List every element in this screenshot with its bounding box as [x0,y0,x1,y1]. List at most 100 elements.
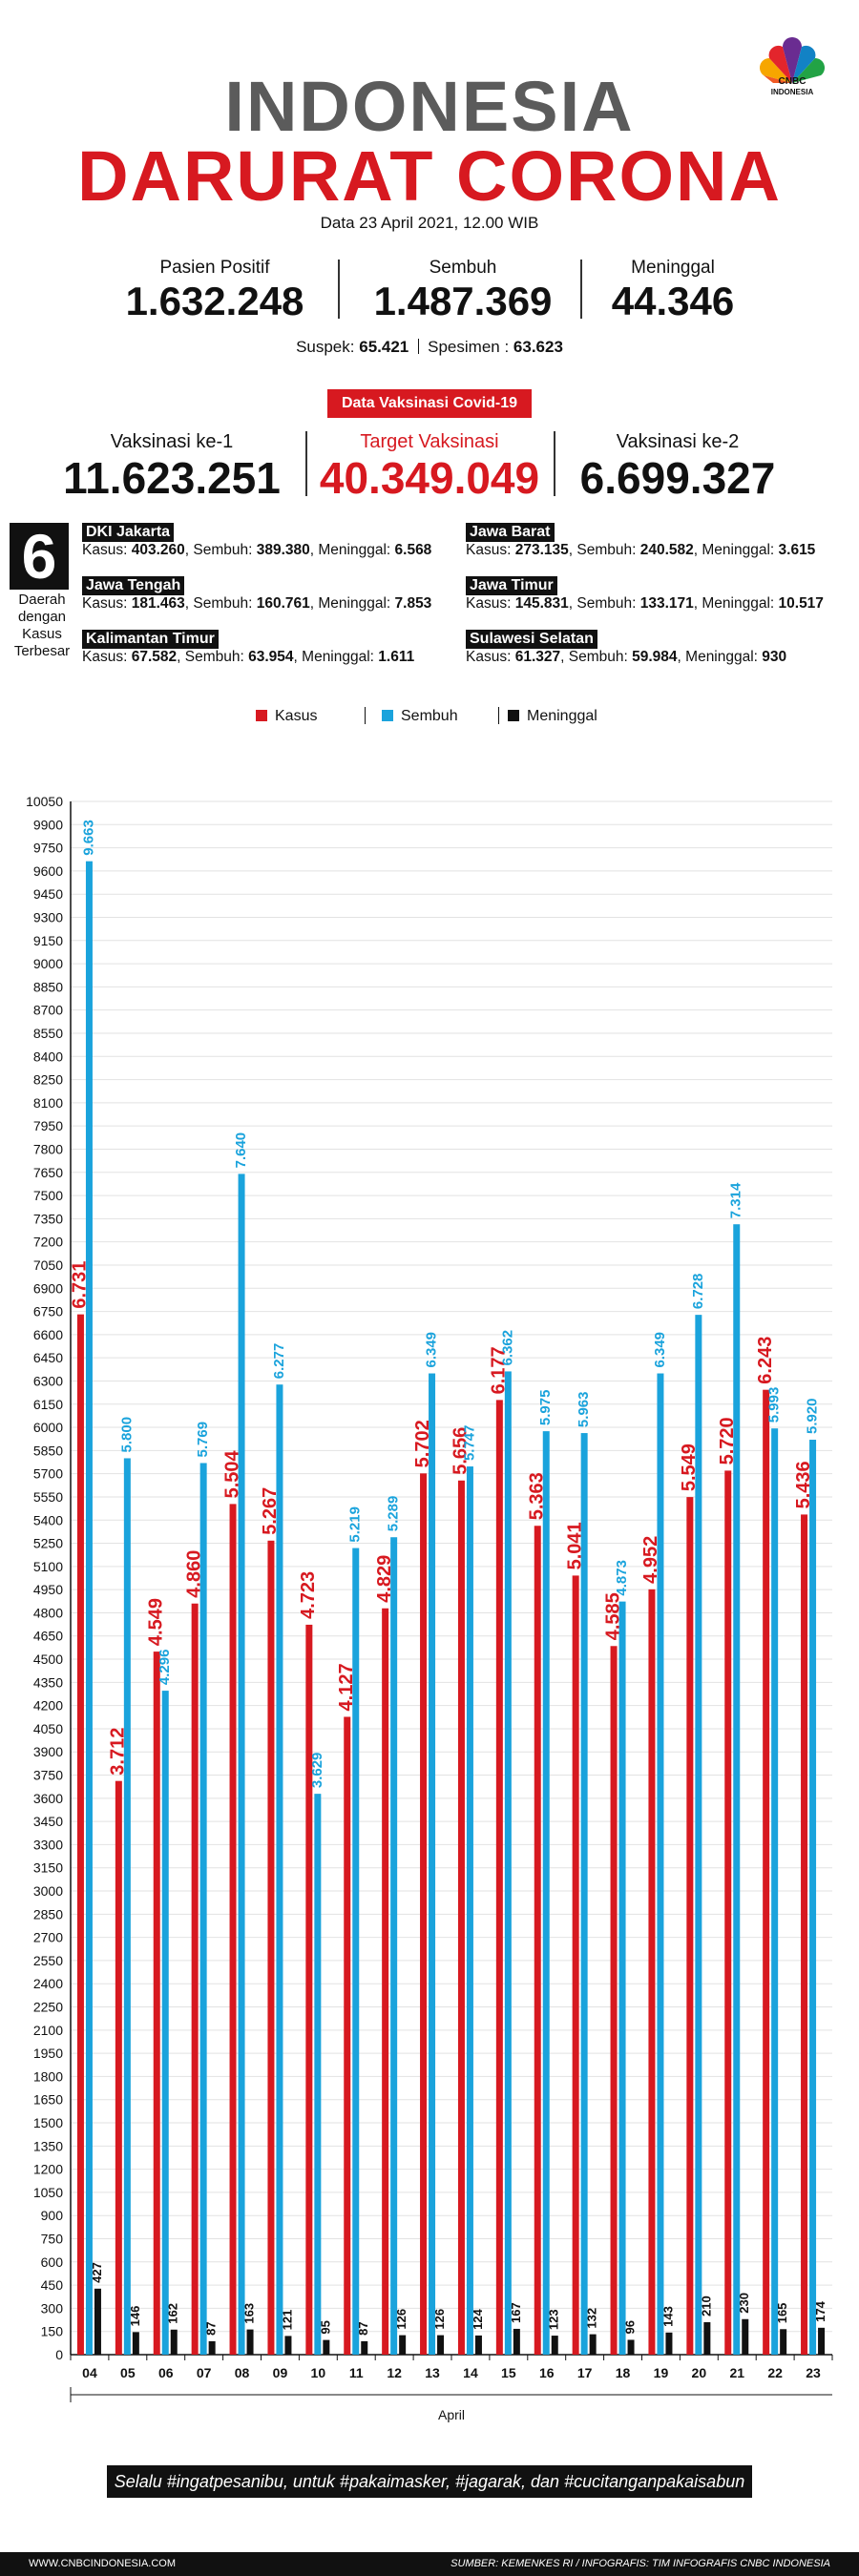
bar-label-meninggal: 165 [775,2303,789,2324]
bar-meninggal [399,2335,407,2355]
bar-label-kasus: 4.860 [183,1550,204,1598]
footer-website[interactable]: WWW.CNBCINDONESIA.COM [29,2558,176,2569]
vax-first-value: 11.623.251 [63,453,281,503]
bar-kasus [420,1473,428,2355]
suspek-value: 65.421 [359,338,409,356]
bar-sembuh [466,1466,473,2355]
bar-label-sembuh: 4.873 [614,1560,630,1596]
legend-item-kasus: Kasus [256,708,317,725]
bar-sembuh [238,1174,245,2355]
vax-second-value: 6.699.327 [579,453,776,503]
footer-source: SUMBER: KEMENKES RI / INFOGRAFIS: TIM IN… [450,2558,830,2569]
bar-kasus [191,1603,199,2355]
y-tick-label: 300 [41,2300,64,2316]
bar-label-sembuh: 5.975 [537,1390,554,1426]
bar-label-sembuh: 5.219 [347,1506,364,1543]
region-name: Jawa Timur [466,576,557,595]
bar-kasus [801,1514,808,2355]
y-tick-label: 450 [41,2277,64,2293]
bar-label-kasus: 5.436 [793,1461,814,1508]
bar-label-meninggal: 126 [394,2309,409,2330]
y-tick-label: 3900 [33,1744,63,1759]
sub-stats-divider [417,339,419,354]
y-tick-label: 8550 [33,1026,63,1041]
bar-meninggal [589,2334,597,2355]
region-item: Jawa Barat Kasus: 273.135, Sembuh: 240.58… [466,523,815,559]
bar-meninggal [323,2339,330,2355]
x-tick-label: 07 [197,2365,212,2380]
bar-sembuh [123,1458,131,2355]
suspek-label: Suspek: [296,338,355,356]
bar-meninggal [132,2332,139,2355]
x-tick-label: 09 [273,2365,288,2380]
y-tick-label: 3150 [33,1860,63,1876]
x-tick-label: 17 [577,2365,593,2380]
x-tick-label: 06 [158,2365,174,2380]
bar-meninggal [703,2321,711,2355]
bar-kasus [229,1504,237,2355]
y-tick-label: 900 [41,2208,64,2223]
bar-label-meninggal: 124 [471,2308,485,2329]
bar-label-kasus: 4.952 [640,1536,661,1584]
y-tick-label: 1800 [33,2068,63,2084]
legend-swatch-kasus [256,710,267,721]
bar-label-meninggal: 96 [622,2320,637,2334]
bar-meninggal [284,2336,292,2355]
y-tick-label: 7650 [33,1165,63,1180]
region-name: DKI Jakarta [82,523,175,542]
y-tick-label: 3450 [33,1814,63,1829]
region-meninggal-value: 930 [762,649,787,665]
y-tick-label: 2550 [33,1953,63,1968]
bar-kasus [115,1780,122,2355]
bar-meninggal [94,2288,101,2355]
y-tick-label: 8850 [33,979,63,994]
region-name: Jawa Tengah [82,576,185,595]
x-tick-label: 21 [729,2365,744,2380]
stat-recovered-label: Sembuh [429,258,497,278]
bar-label-kasus: 4.127 [336,1663,357,1711]
y-tick-label: 8400 [33,1049,63,1064]
bar-label-kasus: 6.731 [70,1261,91,1309]
y-tick-label: 9600 [33,863,63,879]
bar-sembuh [771,1428,779,2355]
bar-sembuh [542,1431,550,2355]
bar-label-meninggal: 95 [318,2320,332,2334]
y-tick-label: 5250 [33,1536,63,1551]
bar-meninggal [170,2329,178,2355]
bar-label-sembuh: 5.993 [766,1387,783,1423]
legend-divider [365,707,366,724]
region-item: Jawa Tengah Kasus: 181.463, Sembuh: 160.7… [82,576,431,613]
vax-second-label: Vaksinasi ke-2 [616,431,740,452]
bar-label-kasus: 4.723 [298,1571,319,1619]
y-tick-label: 2400 [33,1976,63,1991]
y-tick-label: 4500 [33,1652,63,1667]
y-tick-label: 5850 [33,1443,63,1458]
x-tick-label: 19 [654,2365,669,2380]
bar-label-sembuh: 4.296 [157,1650,173,1686]
y-tick-label: 5100 [33,1559,63,1574]
vax-first-label: Vaksinasi ke-1 [110,431,234,452]
x-tick-label: 16 [539,2365,555,2380]
cnbc-peacock-logo-icon [760,37,825,83]
y-tick-label: 3600 [33,1791,63,1806]
footer: WWW.CNBCINDONESIA.COM SUMBER: KEMENKES R… [0,2552,859,2576]
y-tick-label: 150 [41,2324,64,2339]
y-tick-label: 6900 [33,1280,63,1296]
sub-stats: Suspek: 65.421 Spesimen : 63.623 [0,338,859,357]
y-tick-label: 1500 [33,2115,63,2130]
bar-sembuh [276,1384,283,2355]
y-tick-label: 4050 [33,1721,63,1736]
region-name: Kalimantan Timur [82,630,219,649]
bar-label-sembuh: 9.663 [80,820,96,856]
y-tick-label: 7050 [33,1257,63,1273]
stat-divider [338,260,340,319]
region-stats: Kasus: 403.260, Sembuh: 389.380, Meningg… [82,542,432,558]
y-tick-label: 9150 [33,933,63,948]
bar-kasus [153,1652,160,2355]
region-kasus-label: Kasus: [82,649,128,665]
region-kasus-value: 61.327 [514,649,561,665]
y-tick-label: 3000 [33,1883,63,1899]
bar-label-meninggal: 87 [204,2321,219,2335]
bar-sembuh [733,1224,741,2355]
region-kasus-label: Kasus: [82,542,128,558]
